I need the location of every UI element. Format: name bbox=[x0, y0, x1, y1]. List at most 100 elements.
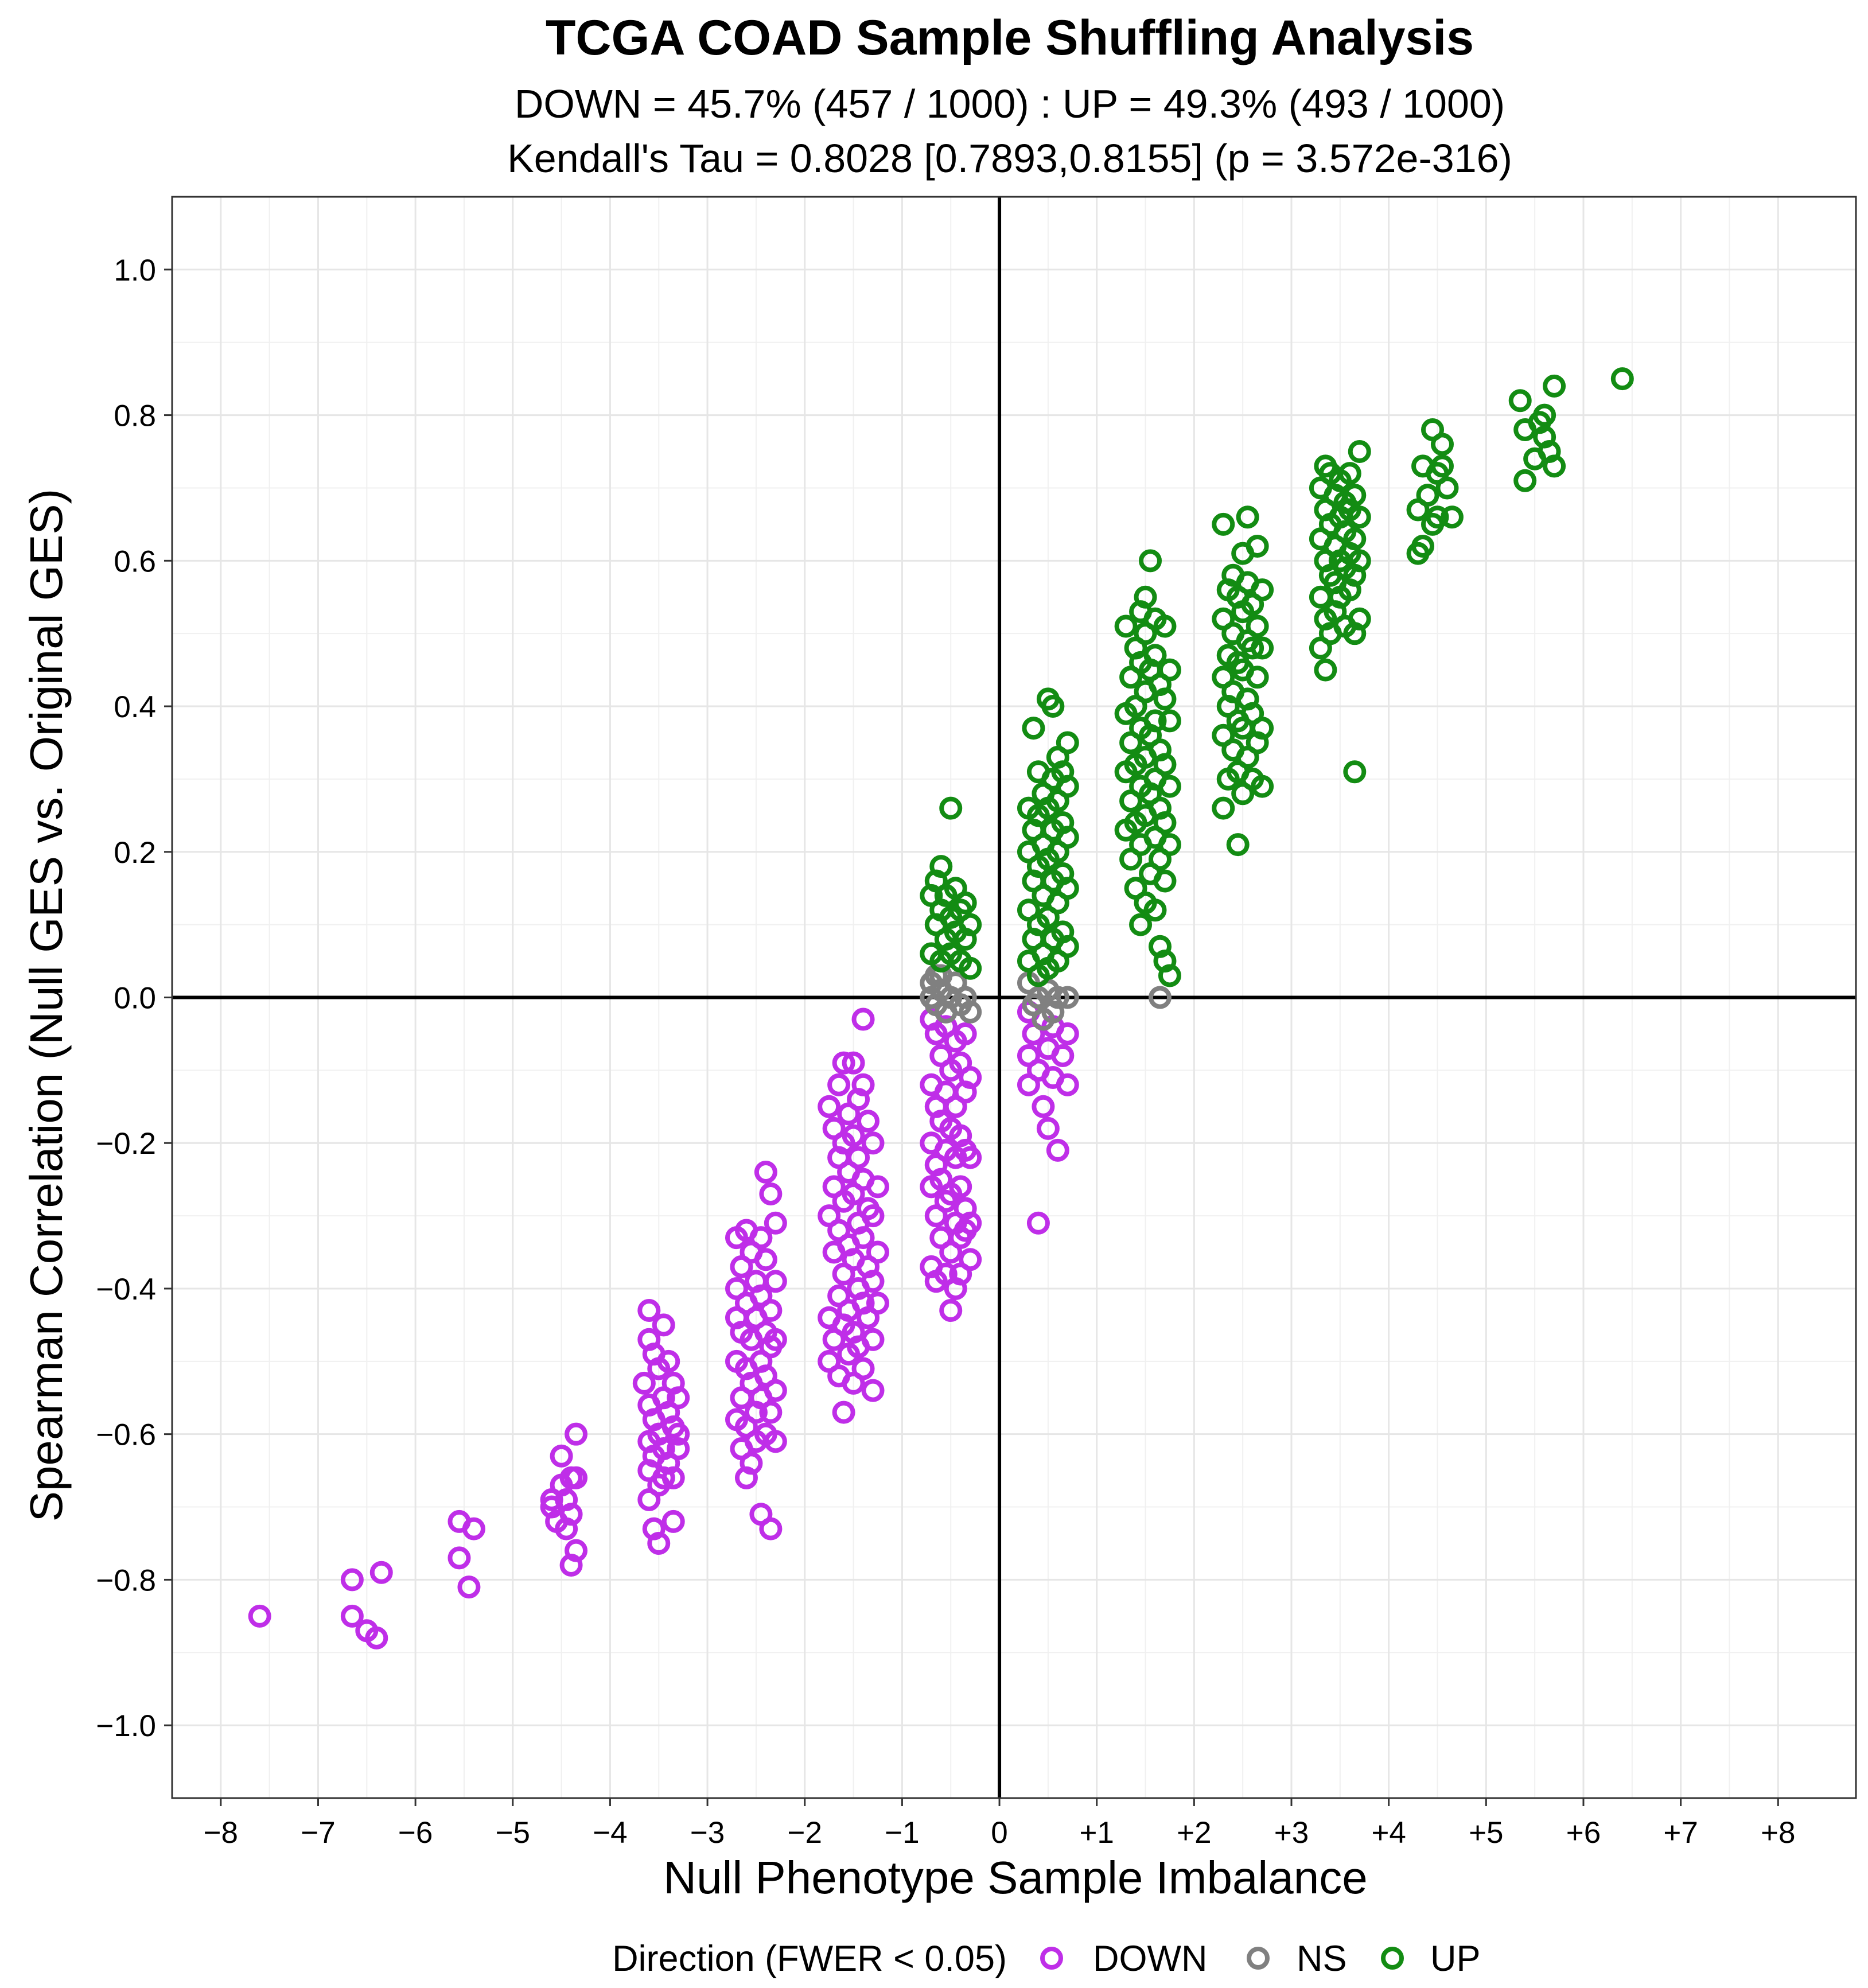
data-point-down bbox=[842, 1124, 865, 1147]
y-tick-label: 0.4 bbox=[114, 690, 156, 724]
data-point-up bbox=[1348, 607, 1371, 631]
data-point-up bbox=[1314, 658, 1337, 682]
data-point-down bbox=[861, 1270, 885, 1293]
data-point-up bbox=[1543, 374, 1566, 398]
data-point-down bbox=[857, 1110, 880, 1133]
legend-ns-marker bbox=[1247, 1947, 1270, 1970]
data-point-up bbox=[1251, 578, 1274, 602]
data-point-up bbox=[1158, 833, 1181, 857]
y-tick-label: 1.0 bbox=[114, 254, 156, 287]
data-point-down bbox=[861, 1379, 885, 1402]
chart-subtitle-line-2: Kendall's Tau = 0.8028 [0.7893,0.8155] (… bbox=[507, 136, 1512, 181]
data-point-ns bbox=[1056, 986, 1079, 1009]
data-point-down bbox=[369, 1561, 393, 1584]
plot-area: −8 −7 −6 −5 −4 −3 −2 −1 0 +1 +2 +3 +4 +5 +6 +7 +8 −1.0 −0.… bbox=[96, 196, 1857, 1850]
data-point-ns bbox=[1148, 986, 1172, 1009]
x-tick-label: +6 bbox=[1566, 1816, 1601, 1850]
data-point-down bbox=[1032, 1095, 1055, 1118]
data-point-down bbox=[559, 1503, 583, 1526]
y-axis-label: Spearman Correlation (Null GES vs. Origi… bbox=[21, 489, 72, 1522]
data-point-down bbox=[759, 1182, 783, 1206]
data-point-up bbox=[1129, 913, 1153, 936]
data-point-down bbox=[764, 1211, 787, 1235]
data-point-up bbox=[959, 913, 982, 936]
data-point-up bbox=[1158, 658, 1181, 682]
data-point-down bbox=[749, 1226, 773, 1250]
data-point-down bbox=[847, 1146, 870, 1169]
x-tick-label: −2 bbox=[788, 1816, 822, 1850]
data-point-up bbox=[929, 855, 953, 878]
data-point-down bbox=[959, 1248, 982, 1271]
y-tick-label: −0.2 bbox=[96, 1127, 156, 1161]
x-tick-label: −1 bbox=[885, 1816, 919, 1850]
data-point-up bbox=[1513, 469, 1537, 492]
data-point-down bbox=[1036, 1116, 1060, 1140]
x-tick-label: −6 bbox=[398, 1816, 433, 1850]
y-tick-label: −0.8 bbox=[96, 1563, 156, 1597]
data-point-up bbox=[1143, 898, 1167, 922]
legend-up-label: UP bbox=[1430, 1939, 1481, 1979]
data-point-up bbox=[1153, 869, 1177, 893]
data-point-up bbox=[1153, 811, 1177, 835]
data-point-down bbox=[939, 1299, 963, 1322]
data-point-up bbox=[1348, 549, 1371, 573]
data-point-up bbox=[1543, 454, 1566, 478]
data-point-down bbox=[851, 1007, 875, 1031]
data-point-up bbox=[1153, 614, 1177, 638]
legend-title: Direction (FWER < 0.05) bbox=[612, 1939, 1007, 1979]
data-point-down bbox=[949, 1175, 972, 1199]
data-point-down bbox=[851, 1226, 875, 1250]
data-point-up bbox=[1508, 389, 1532, 413]
data-point-down bbox=[667, 1386, 690, 1410]
data-point-down bbox=[861, 1328, 885, 1351]
x-tick-label: +5 bbox=[1469, 1816, 1503, 1850]
data-point-down bbox=[447, 1546, 471, 1570]
data-point-down bbox=[764, 1270, 787, 1293]
data-point-down bbox=[340, 1604, 364, 1628]
data-point-down bbox=[754, 1248, 777, 1271]
x-tick-label: +3 bbox=[1274, 1816, 1309, 1850]
data-point-up bbox=[1338, 462, 1361, 485]
x-tick-label: +2 bbox=[1177, 1816, 1211, 1850]
data-point-down bbox=[842, 1051, 865, 1075]
data-point-down bbox=[866, 1240, 889, 1264]
data-point-up bbox=[1251, 775, 1274, 798]
data-point-down bbox=[540, 1488, 563, 1511]
legend: Direction (FWER < 0.05) DOWN NS UP bbox=[612, 1939, 1480, 1979]
data-point-down bbox=[1051, 1044, 1075, 1067]
data-point-up bbox=[1143, 709, 1167, 733]
data-point-down bbox=[667, 1437, 690, 1461]
x-tick-label: −4 bbox=[593, 1816, 627, 1850]
data-point-down bbox=[832, 1400, 855, 1424]
data-point-down bbox=[340, 1568, 364, 1592]
data-point-up bbox=[1411, 534, 1435, 558]
data-point-down bbox=[959, 1066, 982, 1090]
data-point-up bbox=[1251, 717, 1274, 740]
data-point-up bbox=[1251, 636, 1274, 660]
data-point-up bbox=[1416, 484, 1439, 507]
data-point-up bbox=[1533, 403, 1556, 427]
data-point-up bbox=[1158, 775, 1181, 798]
x-tick-label: −5 bbox=[496, 1816, 530, 1850]
data-point-up bbox=[1056, 935, 1079, 958]
data-point-down bbox=[759, 1400, 783, 1424]
data-point-down bbox=[652, 1313, 675, 1337]
data-point-up bbox=[1430, 433, 1454, 456]
x-tick-label: +8 bbox=[1761, 1816, 1795, 1850]
data-point-up bbox=[1158, 964, 1181, 987]
data-point-down bbox=[667, 1422, 690, 1446]
y-tick-label: −0.4 bbox=[96, 1273, 156, 1306]
data-point-down bbox=[764, 1430, 787, 1453]
data-point-up bbox=[1153, 687, 1177, 711]
data-point-up bbox=[1143, 644, 1167, 667]
data-point-down bbox=[457, 1575, 481, 1599]
data-point-up bbox=[1153, 753, 1177, 776]
data-point-down bbox=[759, 1517, 783, 1540]
data-point-down bbox=[827, 1073, 851, 1096]
data-point-down bbox=[959, 1146, 982, 1169]
data-point-up bbox=[1226, 833, 1250, 857]
data-point-down bbox=[248, 1604, 271, 1628]
data-point-up bbox=[1426, 505, 1449, 529]
data-point-down bbox=[565, 1466, 588, 1489]
